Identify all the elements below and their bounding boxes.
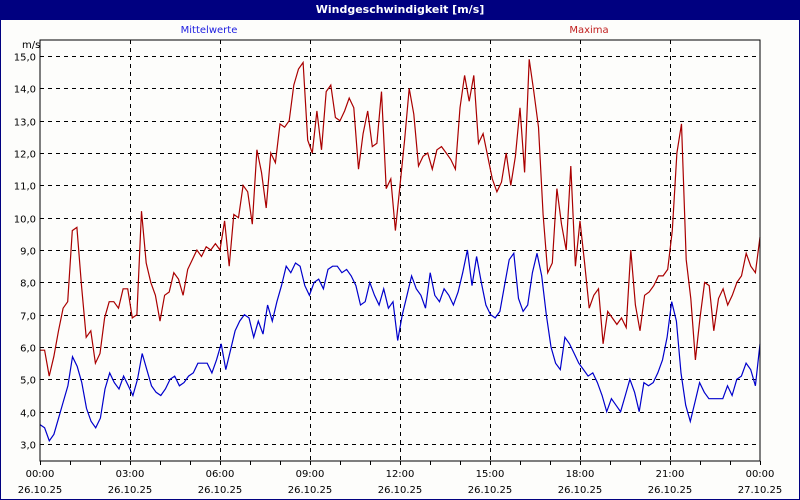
x-axis-ticks: 00:00 26.10.25 03:00 26.10.25 06:00 26.10.25 0… xyxy=(18,461,783,496)
y-tick-label: 4,0 xyxy=(20,409,36,420)
y-tick-label: 10,0 xyxy=(14,215,36,226)
y-tick-label: 8,0 xyxy=(20,279,36,290)
x-tick-date: 26.10.25 xyxy=(648,485,693,496)
mittelwerte-line xyxy=(39,249,761,443)
y-tick-label: 13,0 xyxy=(14,118,36,129)
x-tick-date: 26.10.25 xyxy=(558,485,603,496)
maxima-line xyxy=(40,59,761,377)
y-tick-label: 6,0 xyxy=(20,344,36,355)
y-axis-unit: m/s xyxy=(22,40,40,51)
y-tick-label: 14,0 xyxy=(14,85,36,96)
legend-mittelwerte: Mittelwerte xyxy=(180,25,238,36)
y-tick-label: 5,0 xyxy=(20,376,36,387)
chart-title: Windgeschwindigkeit [m/s] xyxy=(0,0,800,20)
grid-lines xyxy=(40,40,760,461)
x-tick-date: 26.10.25 xyxy=(288,485,333,496)
x-tick-date: 26.10.25 xyxy=(108,485,153,496)
y-tick-label: 7,0 xyxy=(20,312,36,323)
x-tick-time: 15:00 xyxy=(476,469,505,480)
x-tick-time: 00:00 xyxy=(746,469,775,480)
x-tick-date: 27.10.25 xyxy=(738,485,783,496)
x-tick-date: 26.10.25 xyxy=(468,485,513,496)
x-tick-time: 09:00 xyxy=(296,469,325,480)
x-tick-time: 21:00 xyxy=(656,469,685,480)
x-tick-time: 12:00 xyxy=(386,469,415,480)
x-tick-date: 26.10.25 xyxy=(18,485,63,496)
y-tick-label: 9,0 xyxy=(20,247,36,258)
y-axis-ticks: 15,0 14,0 13,0 12,0 11,0 10,0 9,0 8,0 7,0 6,0 5,0 4… xyxy=(14,53,36,452)
x-tick-time: 03:00 xyxy=(116,469,145,480)
x-tick-time: 18:00 xyxy=(566,469,595,480)
y-tick-label: 3,0 xyxy=(20,441,36,452)
plot-border xyxy=(39,39,761,462)
x-tick-time: 00:00 xyxy=(26,469,55,480)
legend-maxima: Maxima xyxy=(569,25,609,36)
y-tick-label: 11,0 xyxy=(14,182,36,193)
y-tick-label: 12,0 xyxy=(14,150,36,161)
x-tick-date: 26.10.25 xyxy=(378,485,423,496)
x-tick-date: 26.10.25 xyxy=(198,485,243,496)
y-tick-label: 15,0 xyxy=(14,53,36,64)
x-tick-time: 06:00 xyxy=(206,469,235,480)
